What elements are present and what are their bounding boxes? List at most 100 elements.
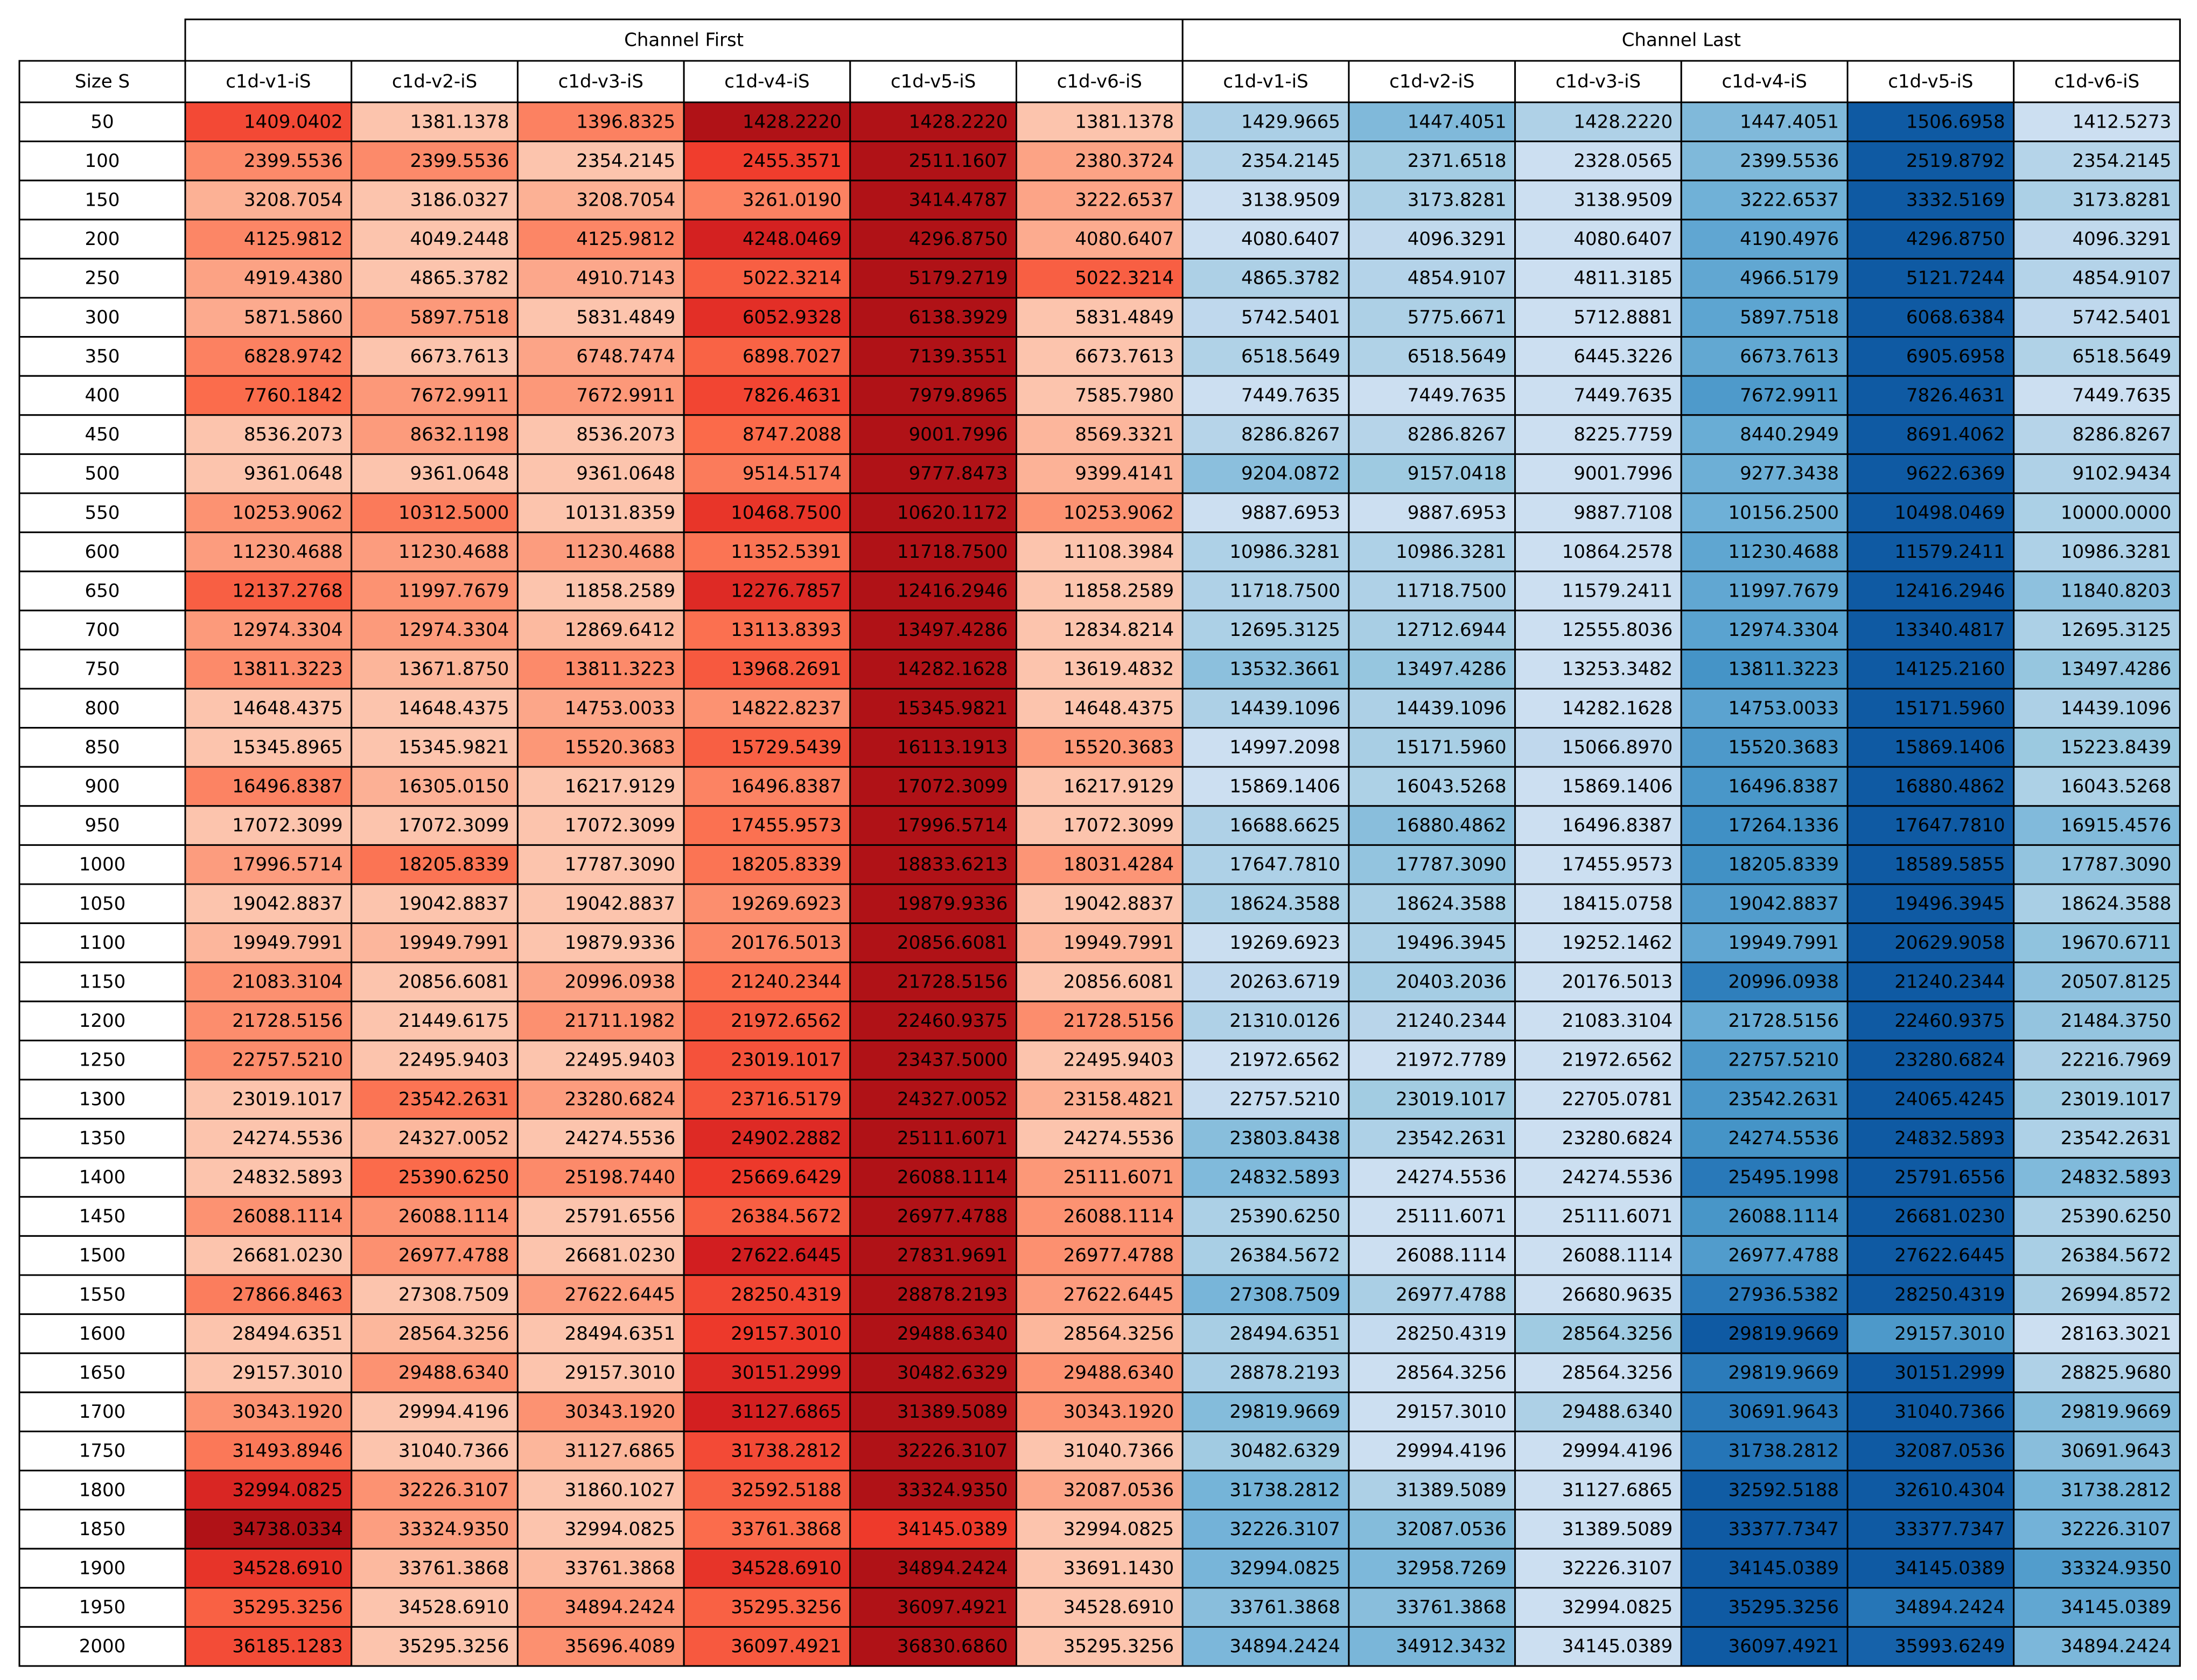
cell-value: 8225.7759 [1573, 424, 1673, 445]
cell-value: 4125.9812 [576, 228, 675, 250]
cell-value: 6673.7613 [410, 346, 509, 367]
heatmap-cell [516, 961, 685, 1003]
heatmap-cell [1348, 1118, 1516, 1159]
cell-value: 4096.3291 [2073, 228, 2172, 250]
heatmap-cell [2013, 375, 2181, 416]
heatmap-cell [849, 1430, 1018, 1472]
heatmap-cell [849, 179, 1018, 221]
cell-value: 9001.7996 [1573, 463, 1673, 485]
cell-value: 9361.0648 [576, 463, 675, 485]
cell-value: 27308.7509 [1229, 1284, 1340, 1305]
heatmap-cell [849, 257, 1018, 299]
heatmap-cell [1348, 688, 1516, 729]
cell-value: 33761.3868 [1396, 1597, 1507, 1618]
heatmap-cell [1846, 1079, 2015, 1120]
heatmap-cell [184, 375, 353, 416]
cell-value: 10468.7500 [731, 502, 842, 523]
size-cell [18, 805, 186, 846]
cell-value: 11230.4688 [565, 541, 676, 563]
heatmap-cell [516, 1274, 685, 1315]
cell-value: 12695.3125 [2061, 619, 2172, 641]
cell-value: 9001.7996 [909, 424, 1008, 445]
cell-value: 14282.1628 [1562, 697, 1673, 719]
heatmap-cell [1680, 492, 1849, 534]
cell-value: 19252.1462 [1562, 932, 1673, 954]
cell-value: 18833.6213 [897, 854, 1008, 876]
cell-value: 27936.5382 [1729, 1284, 1839, 1305]
heatmap-cell [683, 1235, 851, 1276]
heatmap-cell [1514, 648, 1682, 690]
cell-value: 34912.3432 [1396, 1636, 1507, 1657]
heatmap-cell [849, 453, 1018, 494]
cell-value: 9777.8473 [909, 463, 1008, 485]
heatmap-cell [1514, 1430, 1682, 1472]
heatmap-cell [516, 688, 685, 729]
cell-value: 3173.8281 [1408, 190, 1507, 211]
heatmap-cell [2013, 179, 2181, 221]
cell-value: 32994.0825 [1562, 1597, 1673, 1618]
cell-value: 16113.1913 [897, 737, 1008, 758]
size-cell [18, 179, 186, 221]
heatmap-cell [351, 1352, 519, 1394]
cell-value: 1429.9665 [1241, 111, 1340, 132]
cell-value: 28163.3021 [2061, 1323, 2172, 1345]
cell-value: 31493.8946 [232, 1440, 343, 1462]
cell-value: 22757.5210 [1729, 1049, 1839, 1071]
heatmap-cell [1680, 570, 1849, 612]
cell-value: 21972.6562 [1229, 1049, 1340, 1071]
cell-value: 34894.2424 [1894, 1597, 2005, 1618]
cell-value: 15171.5960 [1396, 737, 1507, 758]
heatmap-cell [1016, 179, 1184, 221]
size-label: 1950 [79, 1597, 126, 1618]
cell-value: 29819.9669 [1729, 1362, 1839, 1384]
heatmap-cell [1514, 375, 1682, 416]
cell-value: 21711.1982 [565, 1010, 676, 1032]
cell-value: 20996.0938 [565, 971, 676, 993]
cell-value: 9514.5174 [743, 463, 842, 485]
heatmap-cell [1181, 297, 1350, 338]
cell-value: 15869.1406 [1229, 776, 1340, 797]
cell-value: 2328.0565 [1573, 150, 1673, 172]
cell-value: 16217.9129 [1063, 776, 1174, 797]
column-header-label: c1d-v5-iS [891, 71, 976, 93]
heatmap-cell [1514, 1391, 1682, 1432]
heatmap-cell [2013, 1626, 2181, 1667]
cell-value: 28494.6351 [232, 1323, 343, 1345]
cell-value: 23280.6824 [1562, 1128, 1673, 1149]
cell-value: 3208.7054 [576, 190, 675, 211]
heatmap-cell [1016, 1079, 1184, 1120]
cell-value: 24274.5536 [1562, 1167, 1673, 1188]
heatmap-cell [1016, 1626, 1184, 1667]
heatmap-cell [184, 1274, 353, 1315]
cell-value: 26088.1114 [398, 1206, 509, 1227]
heatmap-cell [1514, 1509, 1682, 1550]
cell-value: 1381.1378 [1075, 111, 1174, 132]
cell-value: 9204.0872 [1241, 463, 1340, 485]
cell-value: 14753.0033 [1729, 697, 1839, 719]
size-label: 1450 [79, 1206, 126, 1227]
heatmap-cell [516, 727, 685, 768]
cell-value: 32087.0536 [1063, 1479, 1174, 1501]
heatmap-cell [351, 492, 519, 534]
cell-value: 11858.2589 [1063, 580, 1174, 602]
size-label: 1050 [79, 893, 126, 914]
size-label: 1300 [79, 1088, 126, 1110]
cell-value: 34894.2424 [565, 1597, 676, 1618]
cell-value: 19949.7991 [232, 932, 343, 954]
cell-value: 17787.3090 [565, 854, 676, 876]
cell-value: 14125.2160 [1894, 659, 2005, 680]
size-cell [18, 1274, 186, 1315]
cell-value: 9361.0648 [410, 463, 509, 485]
heatmap-cell [1016, 453, 1184, 494]
heatmap-cell [1348, 610, 1516, 650]
cell-value: 12712.6944 [1396, 619, 1507, 641]
column-header-cell [1514, 60, 1682, 103]
heatmap-cell [1016, 1430, 1184, 1472]
cell-value: 8286.8267 [1408, 424, 1507, 445]
size-label: 500 [85, 463, 120, 485]
cell-value: 36185.1283 [232, 1636, 343, 1657]
size-label: 1650 [79, 1362, 126, 1384]
heatmap-cell [1181, 922, 1350, 963]
cell-value: 12974.3304 [398, 619, 509, 641]
cell-value: 32226.3107 [1229, 1518, 1340, 1540]
